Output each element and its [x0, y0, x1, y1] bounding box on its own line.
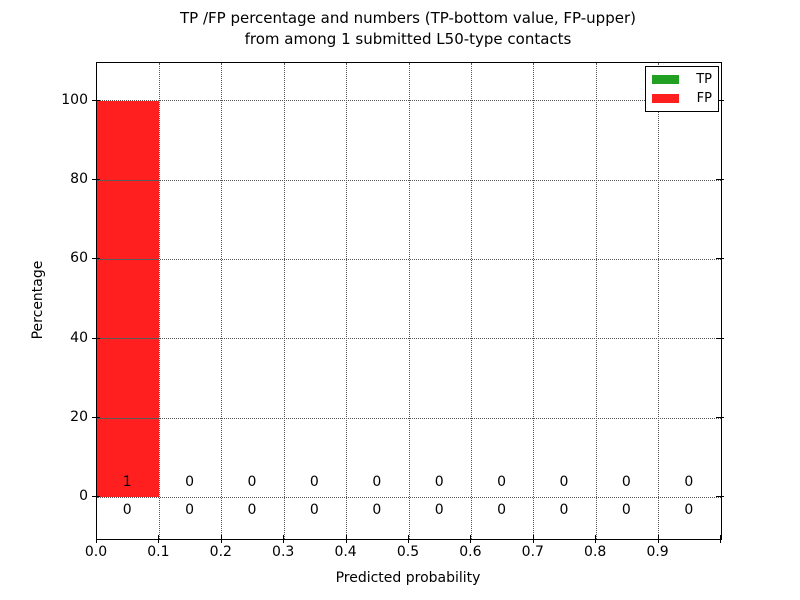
x-tick-mark — [345, 535, 347, 543]
fp-count-label: 0 — [372, 474, 382, 491]
tp-color-swatch — [652, 75, 679, 84]
x-gridline — [346, 63, 348, 539]
x-gridline — [221, 63, 223, 539]
x-tick-mark — [657, 535, 659, 543]
y-tick-mark-right — [716, 99, 724, 101]
fp-color-swatch — [652, 94, 679, 103]
x-gridline — [595, 63, 597, 539]
legend-item-fp: FP — [646, 89, 718, 108]
y-tick-label: 20 — [70, 409, 88, 426]
tp-count-label: 0 — [247, 502, 257, 519]
plot-area — [96, 62, 722, 540]
x-tick-mark — [470, 535, 472, 543]
y-tick-mark-left — [92, 258, 100, 260]
y-tick-mark-left — [92, 417, 100, 419]
y-tick-mark-right — [716, 179, 724, 181]
x-tick-mark — [595, 535, 597, 543]
x-tick-label: 0.1 — [147, 544, 170, 560]
fp-count-label: 0 — [497, 474, 507, 491]
x-tick-mark — [220, 535, 222, 543]
x-tick-label: 0.0 — [84, 544, 108, 560]
y-tick-label: 60 — [70, 250, 88, 267]
y-tick-label: 100 — [61, 91, 88, 108]
y-tick-mark-left — [92, 337, 100, 339]
tp-count-label: 0 — [621, 502, 631, 519]
x-tick-mark — [283, 535, 285, 543]
x-tick-label: 0.4 — [334, 544, 357, 560]
tp-count-label: 0 — [434, 502, 444, 519]
legend-label-tp: TP — [696, 71, 712, 87]
legend-label-fp: FP — [696, 90, 712, 106]
fp-count-label: 0 — [621, 474, 631, 491]
x-tick-label: 0.8 — [584, 544, 607, 560]
y-tick-mark-right — [716, 337, 724, 339]
y-tick-mark-left — [92, 99, 100, 101]
y-tick-label: 0 — [79, 488, 88, 505]
x-axis-label: Predicted probability — [335, 570, 481, 586]
legend-item-tp: TP — [646, 70, 718, 89]
x-gridline — [408, 63, 410, 539]
x-tick-mark — [532, 535, 534, 543]
fp-count-label: 0 — [309, 474, 319, 491]
y-tick-mark-left — [92, 496, 100, 498]
tp-count-label: 0 — [497, 502, 507, 519]
fp-count-label: 0 — [434, 474, 444, 491]
bar-fp — [97, 100, 160, 498]
x-gridline — [283, 63, 285, 539]
x-tick-label: 0.6 — [459, 544, 482, 560]
chart-title-line1: TP /FP percentage and numbers (TP-bottom… — [180, 9, 636, 27]
y-tick-mark-right — [716, 258, 724, 260]
x-tick-label: 0.5 — [396, 544, 420, 560]
y-tick-mark-right — [716, 417, 724, 419]
x-tick-label: 0.7 — [521, 544, 544, 560]
tp-count-label: 0 — [684, 502, 694, 519]
x-tick-mark — [408, 535, 409, 543]
y-axis-label: Percentage — [30, 260, 46, 340]
fp-count-label: 0 — [559, 474, 569, 491]
x-tick-label: 0.3 — [272, 544, 295, 560]
tp-count-label: 0 — [559, 502, 569, 519]
y-tick-label: 40 — [70, 329, 88, 346]
x-tick-mark — [96, 535, 97, 543]
x-gridline — [658, 63, 660, 539]
x-gridline — [158, 63, 160, 539]
x-gridline — [533, 63, 535, 539]
tp-count-label: 0 — [122, 502, 132, 519]
fp-count-label: 0 — [247, 474, 257, 491]
x-tick-label: 0.2 — [209, 544, 232, 560]
y-tick-mark-right — [716, 496, 724, 498]
legend: TP FP — [645, 66, 719, 112]
fp-count-label: 1 — [122, 474, 132, 491]
x-tick-mark — [158, 535, 160, 543]
tp-count-label: 0 — [309, 502, 319, 519]
fp-count-label: 0 — [684, 474, 694, 491]
chart-title-line2: from among 1 submitted L50-type contacts — [244, 30, 572, 48]
x-tick-mark — [720, 535, 721, 543]
y-tick-mark-left — [92, 179, 100, 181]
tp-count-label: 0 — [185, 502, 195, 519]
chart-title: TP /FP percentage and numbers (TP-bottom… — [96, 8, 720, 50]
tp-count-label: 0 — [372, 502, 382, 519]
x-gridline — [470, 63, 472, 539]
y-tick-label: 80 — [70, 171, 88, 188]
fp-count-label: 0 — [185, 474, 195, 491]
x-tick-label: 0.9 — [646, 544, 669, 560]
